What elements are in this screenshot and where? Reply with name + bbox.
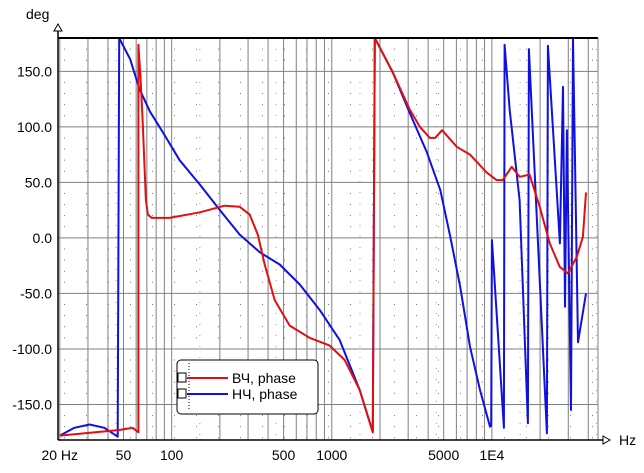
x-tick-label: 500 [272, 447, 296, 463]
series-line-1 [59, 37, 587, 438]
x-axis-label: Hz [619, 432, 636, 448]
x-tick-label: 5000 [428, 447, 459, 463]
y-tick-label: 100.0 [17, 119, 52, 135]
y-tick-label: 0.0 [33, 230, 53, 246]
x-tick-label: 100 [160, 447, 184, 463]
y-tick-label: 150.0 [17, 63, 52, 79]
axes [53, 22, 612, 445]
legend-checkbox[interactable] [177, 372, 187, 383]
x-tick-label: 1000 [316, 447, 347, 463]
y-tick-label: -50.0 [20, 285, 52, 301]
grid: 150.0 100.0 50.0 0.0 -50.0 -100.0 -150.0 20 Hz 5… [12, 37, 598, 463]
series-layer [59, 37, 587, 438]
x-tick-label: 50 [116, 447, 132, 463]
y-tick-label: 50.0 [25, 174, 52, 190]
x-tick-label: 20 Hz [41, 447, 78, 463]
series-line-0 [59, 37, 587, 437]
legend-checkbox[interactable] [177, 388, 187, 399]
legend-label: ВЧ, phase [232, 370, 296, 386]
y-axis-label: deg [26, 6, 49, 22]
legend-box[interactable] [176, 359, 319, 415]
x-tick-label: 1E4 [479, 447, 504, 463]
legend-label: НЧ, phase [232, 386, 298, 402]
x-axis-arrow-icon [602, 435, 612, 445]
y-tick-label: -100.0 [12, 341, 52, 357]
y-tick-label: -150.0 [12, 396, 52, 412]
y-axis-arrow-icon [53, 22, 63, 32]
